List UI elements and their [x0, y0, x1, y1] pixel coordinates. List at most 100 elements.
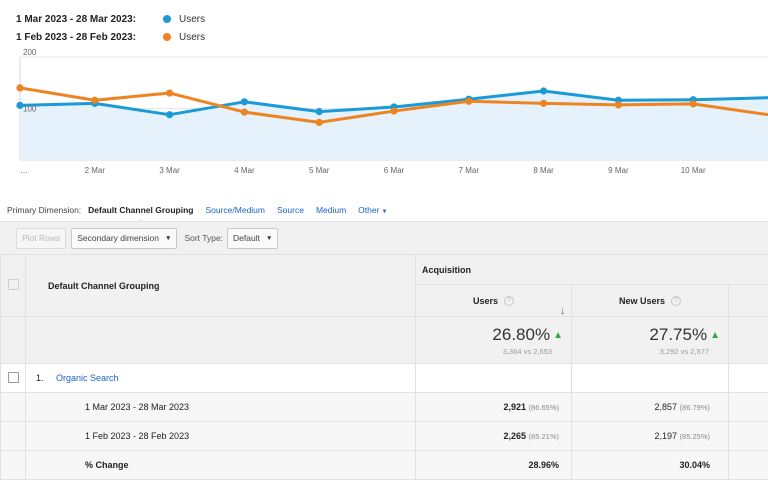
- plot-rows-button[interactable]: Plot Rows: [16, 227, 67, 249]
- users-value-cell: 2,265 (85.21%): [415, 421, 572, 451]
- x-tick-label: 7 Mar: [459, 166, 480, 175]
- report-table: Default Channel Grouping Acquisition Use…: [0, 254, 768, 480]
- users-value: 2,921: [503, 402, 527, 412]
- x-tick-label: 5 Mar: [309, 166, 330, 175]
- sort-type-value: Default: [233, 233, 260, 243]
- sort-type-dropdown[interactable]: Default ▼: [227, 227, 279, 249]
- new-users-compare: 3,292 vs 2,577: [659, 346, 709, 356]
- chevron-down-icon: ▼: [381, 209, 388, 215]
- dimension-source[interactable]: Source: [277, 205, 304, 215]
- x-tick-label: 8 Mar: [533, 166, 554, 175]
- previous-point-4: [240, 108, 248, 116]
- sort-type-label: Sort Type:: [184, 233, 224, 243]
- select-all-cell: [0, 254, 26, 317]
- table-toolbar: Plot Rows Secondary dimension ▼ Sort Typ…: [0, 221, 768, 254]
- row-checkbox[interactable]: [7, 371, 19, 383]
- x-tick-label: 10 Mar: [681, 166, 706, 175]
- users-value: 2,265: [503, 431, 527, 441]
- previous-point-10: [689, 100, 697, 108]
- users-column-header[interactable]: Users? ↓: [415, 284, 572, 317]
- row-label: % Change: [25, 450, 416, 480]
- y-tick-label: 200: [23, 48, 37, 57]
- dimension-other-label: Other: [358, 205, 380, 215]
- row-number: 1.: [36, 373, 44, 383]
- previous-point-1: [16, 84, 24, 92]
- empty-cell: [0, 392, 26, 422]
- chart-legend: 1 Mar 2023 - 28 Mar 2023: Users 1 Feb 20…: [16, 10, 205, 46]
- chevron-down-icon: ▼: [265, 234, 273, 242]
- x-tick-label: 6 Mar: [384, 166, 405, 175]
- dimension-header[interactable]: Default Channel Grouping: [25, 254, 416, 317]
- legend-label-current: Users: [179, 13, 206, 25]
- up-arrow-icon: ▲: [553, 329, 563, 341]
- new-users-value: 2,197: [654, 431, 678, 441]
- previous-point-5: [315, 118, 323, 127]
- y-tick-label: 100: [23, 105, 37, 114]
- x-tick-label: …: [20, 166, 28, 175]
- empty-cell: [571, 363, 729, 393]
- legend-row-current: 1 Mar 2023 - 28 Mar 2023: Users: [16, 10, 205, 28]
- acquisition-group-header: Acquisition: [414, 254, 768, 285]
- primary-dimension-label: Primary Dimension:: [7, 205, 82, 215]
- dimension-source-medium[interactable]: Source/Medium: [205, 205, 265, 215]
- row-label: 1 Mar 2023 - 28 Mar 2023: [25, 392, 416, 422]
- table-row: % Change 28.96% 30.04%: [0, 450, 768, 480]
- new-users-change: 27.75%: [649, 324, 708, 344]
- chevron-down-icon: ▼: [165, 234, 172, 242]
- users-value-cell: 2,921 (86.65%): [415, 392, 572, 422]
- new-users-value: 2,857: [654, 402, 678, 412]
- table-header-row: Default Channel Grouping Acquisition: [0, 254, 768, 317]
- sort-descending-icon: ↓: [560, 305, 565, 317]
- empty-cell: [0, 421, 26, 451]
- empty-cell: [0, 450, 26, 480]
- new-users-value-cell: 2,857 (86.79%): [571, 392, 729, 422]
- legend-range-previous: 1 Feb 2023 - 28 Feb 2023:: [16, 31, 137, 43]
- summary-empty: [25, 316, 416, 364]
- current-point-5: [315, 107, 323, 116]
- select-all-checkbox[interactable]: [7, 279, 19, 290]
- users-line-chart[interactable]: 200 100 … 2 Mar 3 Mar 4 Mar 5 Mar 6 Mar 7 Mar 8 M…: [0, 46, 768, 180]
- users-header-label: Users: [472, 295, 499, 306]
- secondary-dimension-label: Secondary dimension: [77, 233, 160, 243]
- new-users-header-label: New Users: [618, 295, 666, 306]
- new-users-value-cell: 2,197 (85.25%): [571, 421, 729, 451]
- x-tick-label: 4 Mar: [234, 166, 255, 175]
- users-percent: (85.21%): [528, 432, 559, 441]
- secondary-dimension-dropdown[interactable]: Secondary dimension ▼: [71, 227, 178, 249]
- new-users-column-header[interactable]: New Users?: [571, 284, 729, 317]
- row-checkbox-cell: [0, 363, 26, 393]
- users-compare: 3,364 vs 2,653: [502, 346, 552, 356]
- current-point-1: [16, 101, 24, 110]
- current-point-8: [540, 87, 548, 95]
- dimension-default-channel-grouping[interactable]: Default Channel Grouping: [88, 205, 194, 224]
- empty-cell: [727, 421, 768, 451]
- current-point-3: [166, 111, 174, 119]
- table-row: 1. Organic Search: [0, 363, 768, 393]
- dimension-medium[interactable]: Medium: [315, 205, 347, 215]
- new-users-change-value: 30.04%: [571, 450, 729, 480]
- users-summary: 26.80% ▲ 3,364 vs 2,653: [415, 316, 572, 364]
- next-column-header: [727, 284, 768, 317]
- empty-cell: [727, 392, 768, 422]
- previous-point-8: [540, 99, 548, 107]
- empty-cell: [727, 363, 768, 393]
- help-icon[interactable]: ?: [671, 295, 682, 306]
- x-tick-label: 9 Mar: [608, 166, 629, 175]
- organic-search-link[interactable]: Organic Search: [56, 373, 119, 383]
- users-percent: (86.65%): [528, 403, 559, 412]
- previous-point-2: [91, 96, 99, 104]
- legend-label-previous: Users: [179, 31, 206, 43]
- previous-point-3: [166, 89, 174, 97]
- dimension-other-dropdown[interactable]: Other ▼: [358, 205, 387, 215]
- help-icon[interactable]: ?: [504, 295, 515, 306]
- row-name-cell: 1. Organic Search: [25, 363, 416, 393]
- new-users-percent: (85.25%): [679, 432, 710, 441]
- primary-dimension-bar: Primary Dimension: Default Channel Group…: [7, 205, 399, 224]
- x-tick-label: 2 Mar: [85, 166, 106, 175]
- legend-range-current: 1 Mar 2023 - 28 Mar 2023:: [16, 13, 137, 25]
- current-point-4: [240, 98, 248, 106]
- users-change: 26.80%: [492, 324, 551, 344]
- previous-point-7: [465, 97, 473, 105]
- up-arrow-icon: ▲: [710, 329, 720, 341]
- empty-cell: [727, 450, 768, 480]
